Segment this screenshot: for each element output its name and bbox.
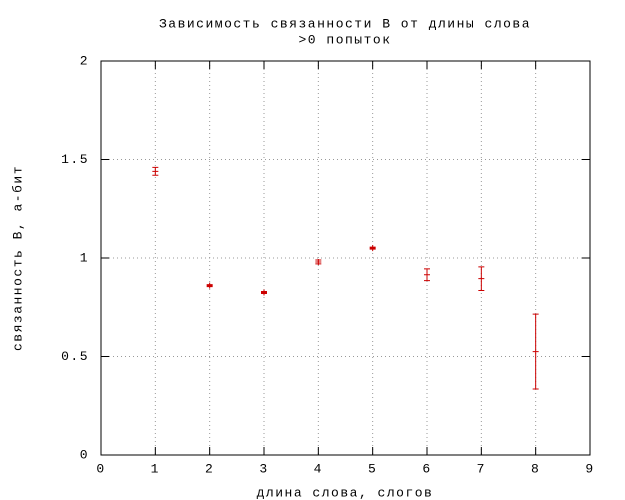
error-bar [261,289,267,296]
x-tick-label: 3 [259,461,268,476]
x-tick-label: 4 [314,461,323,476]
x-tick-label: 7 [477,461,486,476]
x-tick-label: 1 [151,461,160,476]
y-tick-label: 0.5 [61,349,89,364]
error-bar [206,282,213,289]
error-bar [152,166,159,176]
chart-subtitle: >0 попыток [298,32,391,47]
x-tick-label: 0 [96,461,105,476]
error-bar [315,258,322,265]
y-tick-label: 2 [80,53,89,68]
chart-title: Зависимость связанности B от длины слова [159,16,531,31]
y-tick-label: 1.5 [61,152,89,167]
y-tick-label: 1 [80,250,89,265]
error-bar [369,245,376,252]
x-tick-label: 9 [585,461,594,476]
x-tick-label: 8 [531,461,540,476]
error-bar [532,313,539,390]
y-axis-label: связанность B, а-бит [10,165,25,351]
x-tick-label: 2 [205,461,214,476]
x-tick-label: 6 [422,461,431,476]
y-tick-label: 0 [80,447,89,462]
error-bar [478,266,485,292]
error-bar [424,268,430,282]
plot-border [100,60,591,456]
x-axis-label: длина слова, слогов [257,485,434,500]
x-tick-label: 5 [368,461,377,476]
